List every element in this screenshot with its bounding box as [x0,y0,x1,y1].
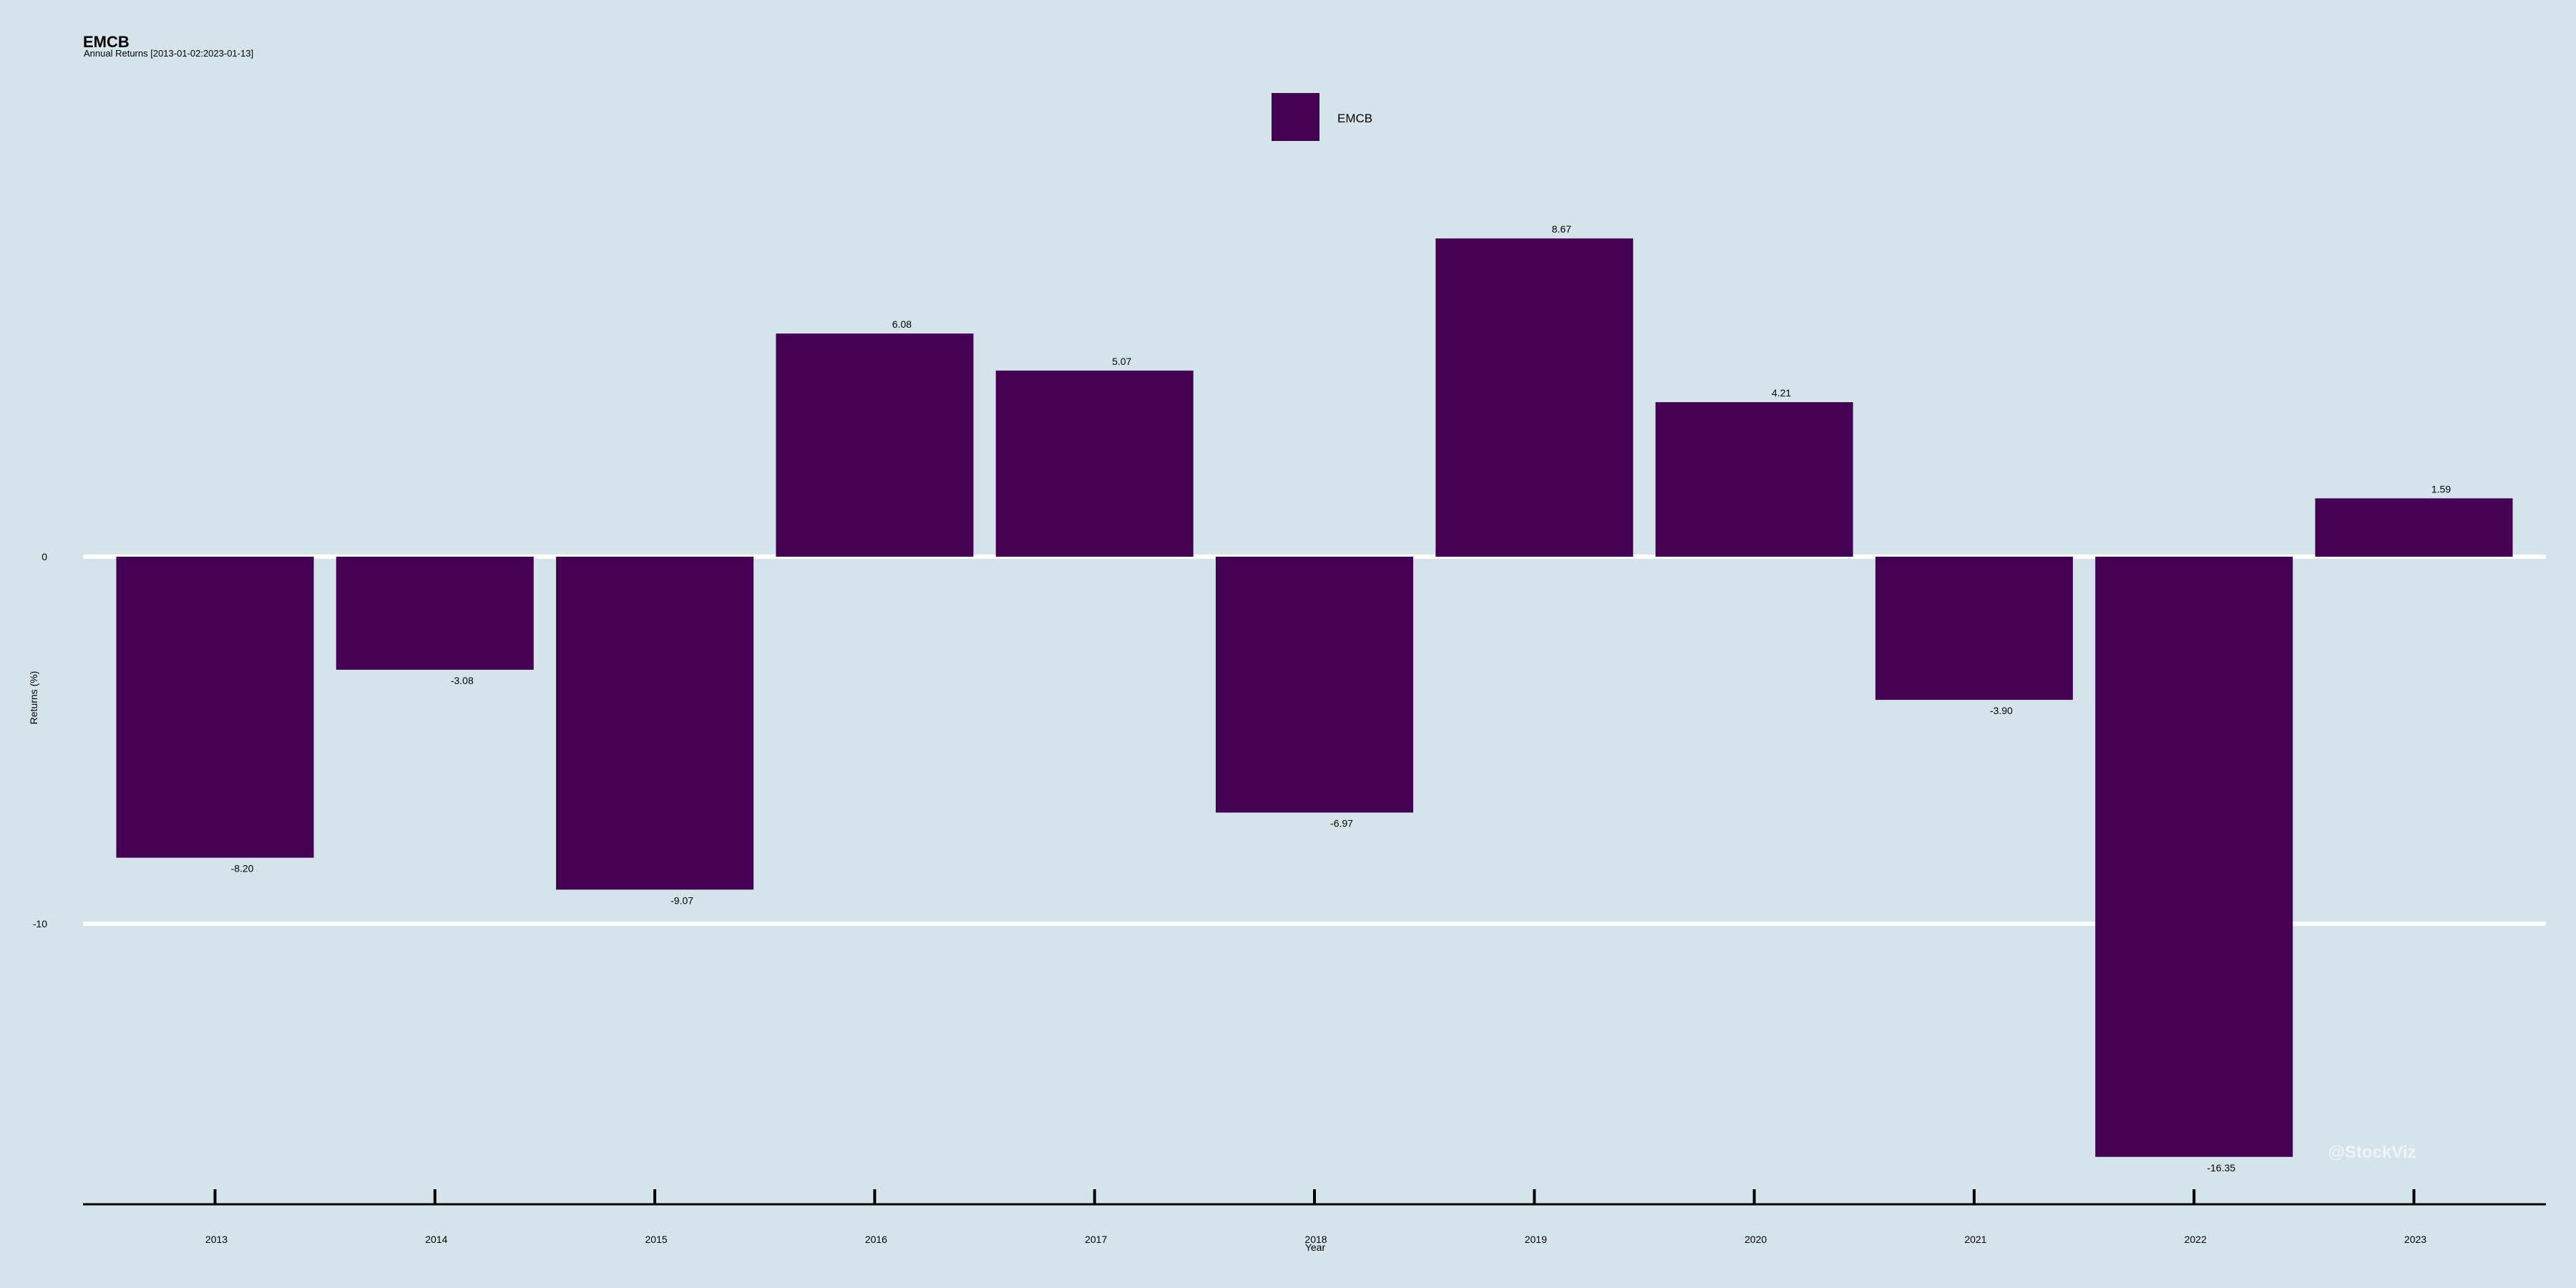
bar-value-label: -6.97 [1330,818,1353,829]
x-tick-label: 2013 [205,1234,228,1245]
x-tick-label: 2016 [865,1234,887,1245]
bar-value-labels: -8.20 -3.08 -9.07 6.08 5.07 -6.97 8.67 4.21 -3.9… [231,223,2451,1174]
x-tick-label: 2023 [2404,1234,2426,1245]
x-tick-label: 2020 [1745,1234,1767,1245]
bar-value-label: -3.08 [451,675,474,686]
x-axis-title: Year [1305,1241,1326,1253]
bar-value-label: 4.21 [1772,387,1791,399]
x-tick-label: 2021 [1964,1234,1986,1245]
y-tick-label: -10 [33,918,47,930]
legend-swatch [1272,93,1319,141]
bar-value-label: -16.35 [2207,1162,2235,1174]
chart-title: EMCB [83,33,130,51]
bars [116,238,2513,1157]
bar [1655,402,1853,557]
bar [995,370,1194,557]
bar-value-label: -8.20 [231,863,254,874]
chart-subtitle: Annual Returns [2013-01-02:2023-01-13] [84,48,253,59]
bar-value-label: -9.07 [670,894,693,906]
bar [776,333,974,557]
bar [556,557,754,890]
bar-value-label: 8.67 [1552,223,1571,235]
x-tick-label: 2014 [425,1234,447,1245]
bar-value-label: 6.08 [892,318,912,330]
bar [116,557,314,858]
bar [2315,498,2513,557]
bar [1216,557,1413,813]
x-tick-label: 2022 [2185,1234,2207,1245]
watermark: @StockViz [2328,1143,2416,1162]
bar [336,557,534,670]
bar [1875,557,2073,701]
bar [2095,557,2293,1157]
bar-value-label: -3.90 [1990,705,2013,716]
x-tick-label: 2017 [1085,1234,1107,1245]
bar-value-label: 5.07 [1112,356,1131,367]
x-tick-label: 2019 [1525,1234,1547,1245]
x-axis: 2013 2014 2015 2016 2017 2018 2019 2020 2021 2022… [83,1189,2546,1245]
legend: EMCB [1272,93,1372,141]
y-axis-title: Returns (%) [28,671,39,725]
y-axis: 0 -10 [33,551,47,930]
x-tick-label: 2015 [645,1234,668,1245]
bar-value-label: 1.59 [2431,483,2451,494]
x-tick-label: 2018 [1304,1234,1327,1245]
bar [1435,238,1634,557]
legend-label: EMCB [1337,112,1372,125]
y-tick-label: 0 [42,551,47,562]
